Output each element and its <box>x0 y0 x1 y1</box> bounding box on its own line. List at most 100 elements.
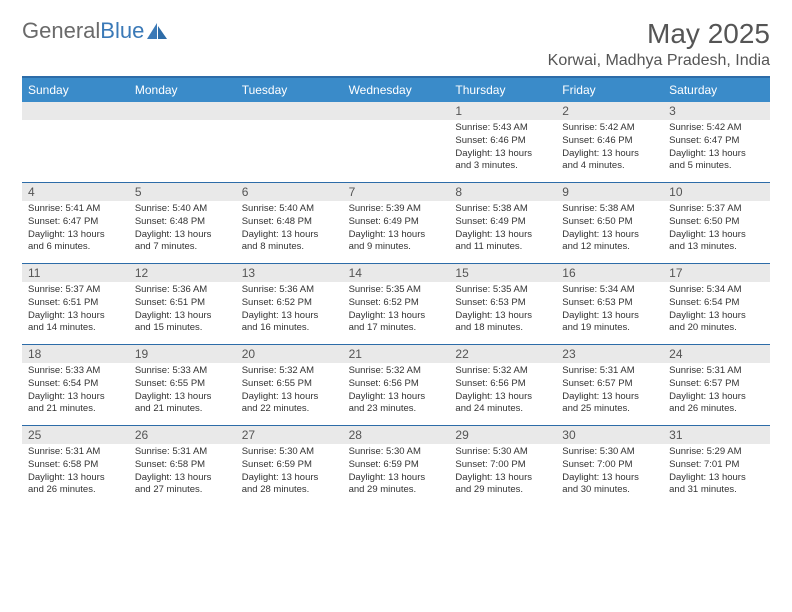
day-number: 21 <box>343 345 450 363</box>
day-number: 1 <box>449 102 556 120</box>
sunset-line: Sunset: 7:01 PM <box>669 459 764 472</box>
sunset-line: Sunset: 7:00 PM <box>455 459 550 472</box>
sunset-line: Sunset: 6:47 PM <box>669 135 764 148</box>
logo-sail-icon <box>147 23 169 39</box>
day-number: 28 <box>343 426 450 444</box>
calendar: SundayMondayTuesdayWednesdayThursdayFrid… <box>22 76 770 506</box>
day-number <box>22 102 129 120</box>
calendar-page: GeneralBlue May 2025 Korwai, Madhya Prad… <box>0 0 792 516</box>
week-body-row: Sunrise: 5:37 AMSunset: 6:51 PMDaylight:… <box>22 282 770 344</box>
sunset-line: Sunset: 6:52 PM <box>242 297 337 310</box>
daylight-line: Daylight: 13 hours and 13 minutes. <box>669 229 764 255</box>
day-number: 16 <box>556 264 663 282</box>
day-cell: Sunrise: 5:30 AMSunset: 6:59 PMDaylight:… <box>343 444 450 506</box>
logo: GeneralBlue <box>22 18 169 44</box>
day-cell <box>129 120 236 182</box>
sunrise-line: Sunrise: 5:38 AM <box>455 203 550 216</box>
sunrise-line: Sunrise: 5:40 AM <box>242 203 337 216</box>
sunrise-line: Sunrise: 5:33 AM <box>28 365 123 378</box>
day-cell: Sunrise: 5:30 AMSunset: 7:00 PMDaylight:… <box>449 444 556 506</box>
sunrise-line: Sunrise: 5:29 AM <box>669 446 764 459</box>
sunset-line: Sunset: 6:51 PM <box>28 297 123 310</box>
sunrise-line: Sunrise: 5:30 AM <box>242 446 337 459</box>
sunset-line: Sunset: 6:48 PM <box>135 216 230 229</box>
day-number: 14 <box>343 264 450 282</box>
sunset-line: Sunset: 6:48 PM <box>242 216 337 229</box>
sunset-line: Sunset: 6:50 PM <box>562 216 657 229</box>
day-cell: Sunrise: 5:36 AMSunset: 6:51 PMDaylight:… <box>129 282 236 344</box>
day-cell: Sunrise: 5:31 AMSunset: 6:57 PMDaylight:… <box>556 363 663 425</box>
weekday-header: Monday <box>129 78 236 102</box>
sunrise-line: Sunrise: 5:31 AM <box>669 365 764 378</box>
sunset-line: Sunset: 6:55 PM <box>242 378 337 391</box>
day-cell: Sunrise: 5:31 AMSunset: 6:58 PMDaylight:… <box>129 444 236 506</box>
day-cell: Sunrise: 5:38 AMSunset: 6:49 PMDaylight:… <box>449 201 556 263</box>
sunrise-line: Sunrise: 5:31 AM <box>28 446 123 459</box>
sunrise-line: Sunrise: 5:42 AM <box>669 122 764 135</box>
weekday-header: Thursday <box>449 78 556 102</box>
sunset-line: Sunset: 6:56 PM <box>455 378 550 391</box>
day-cell: Sunrise: 5:41 AMSunset: 6:47 PMDaylight:… <box>22 201 129 263</box>
daylight-line: Daylight: 13 hours and 19 minutes. <box>562 310 657 336</box>
sunset-line: Sunset: 6:59 PM <box>349 459 444 472</box>
day-number <box>129 102 236 120</box>
daylight-line: Daylight: 13 hours and 26 minutes. <box>669 391 764 417</box>
title-block: May 2025 Korwai, Madhya Pradesh, India <box>548 18 770 70</box>
header: GeneralBlue May 2025 Korwai, Madhya Prad… <box>22 18 770 70</box>
daylight-line: Daylight: 13 hours and 18 minutes. <box>455 310 550 336</box>
day-number: 15 <box>449 264 556 282</box>
sunrise-line: Sunrise: 5:30 AM <box>562 446 657 459</box>
weekday-header: Sunday <box>22 78 129 102</box>
sunrise-line: Sunrise: 5:38 AM <box>562 203 657 216</box>
day-cell: Sunrise: 5:32 AMSunset: 6:55 PMDaylight:… <box>236 363 343 425</box>
location: Korwai, Madhya Pradesh, India <box>548 52 770 70</box>
sunset-line: Sunset: 6:46 PM <box>455 135 550 148</box>
day-cell: Sunrise: 5:30 AMSunset: 7:00 PMDaylight:… <box>556 444 663 506</box>
day-number: 20 <box>236 345 343 363</box>
day-cell: Sunrise: 5:32 AMSunset: 6:56 PMDaylight:… <box>343 363 450 425</box>
sunrise-line: Sunrise: 5:37 AM <box>669 203 764 216</box>
weekday-header: Tuesday <box>236 78 343 102</box>
logo-text-blue: Blue <box>100 18 144 44</box>
daynum-row: 123 <box>22 102 770 120</box>
day-cell: Sunrise: 5:37 AMSunset: 6:51 PMDaylight:… <box>22 282 129 344</box>
day-cell: Sunrise: 5:29 AMSunset: 7:01 PMDaylight:… <box>663 444 770 506</box>
sunset-line: Sunset: 6:56 PM <box>349 378 444 391</box>
month-title: May 2025 <box>548 18 770 50</box>
sunset-line: Sunset: 6:49 PM <box>349 216 444 229</box>
sunset-line: Sunset: 6:49 PM <box>455 216 550 229</box>
daylight-line: Daylight: 13 hours and 29 minutes. <box>349 472 444 498</box>
sunset-line: Sunset: 6:58 PM <box>28 459 123 472</box>
sunset-line: Sunset: 6:54 PM <box>669 297 764 310</box>
daylight-line: Daylight: 13 hours and 6 minutes. <box>28 229 123 255</box>
day-number: 5 <box>129 183 236 201</box>
sunrise-line: Sunrise: 5:30 AM <box>455 446 550 459</box>
day-number: 30 <box>556 426 663 444</box>
sunset-line: Sunset: 6:54 PM <box>28 378 123 391</box>
day-cell: Sunrise: 5:42 AMSunset: 6:46 PMDaylight:… <box>556 120 663 182</box>
sunrise-line: Sunrise: 5:31 AM <box>562 365 657 378</box>
daylight-line: Daylight: 13 hours and 24 minutes. <box>455 391 550 417</box>
day-cell: Sunrise: 5:34 AMSunset: 6:54 PMDaylight:… <box>663 282 770 344</box>
day-cell: Sunrise: 5:36 AMSunset: 6:52 PMDaylight:… <box>236 282 343 344</box>
sunset-line: Sunset: 6:51 PM <box>135 297 230 310</box>
sunset-line: Sunset: 6:52 PM <box>349 297 444 310</box>
weekday-header: Wednesday <box>343 78 450 102</box>
daylight-line: Daylight: 13 hours and 5 minutes. <box>669 148 764 174</box>
day-cell <box>22 120 129 182</box>
daylight-line: Daylight: 13 hours and 23 minutes. <box>349 391 444 417</box>
daylight-line: Daylight: 13 hours and 11 minutes. <box>455 229 550 255</box>
daynum-row: 18192021222324 <box>22 344 770 363</box>
day-cell: Sunrise: 5:35 AMSunset: 6:52 PMDaylight:… <box>343 282 450 344</box>
daylight-line: Daylight: 13 hours and 21 minutes. <box>28 391 123 417</box>
day-number: 29 <box>449 426 556 444</box>
day-number <box>343 102 450 120</box>
week-body-row: Sunrise: 5:31 AMSunset: 6:58 PMDaylight:… <box>22 444 770 506</box>
day-cell: Sunrise: 5:40 AMSunset: 6:48 PMDaylight:… <box>236 201 343 263</box>
sunrise-line: Sunrise: 5:42 AM <box>562 122 657 135</box>
sunrise-line: Sunrise: 5:32 AM <box>349 365 444 378</box>
sunrise-line: Sunrise: 5:34 AM <box>562 284 657 297</box>
day-number: 2 <box>556 102 663 120</box>
daylight-line: Daylight: 13 hours and 15 minutes. <box>135 310 230 336</box>
daylight-line: Daylight: 13 hours and 26 minutes. <box>28 472 123 498</box>
